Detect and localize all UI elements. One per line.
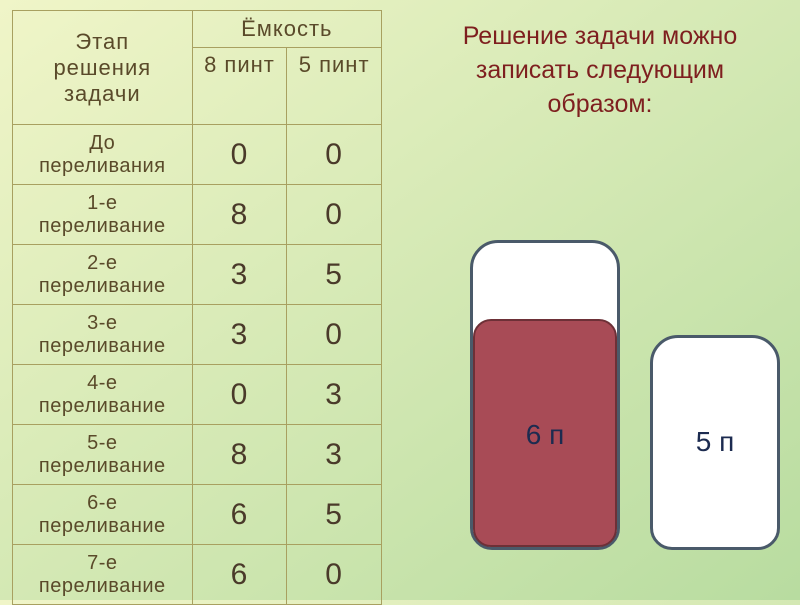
table-row: 3-епереливание30 xyxy=(13,305,382,365)
header-8pint-text: 8 пинт xyxy=(204,52,275,77)
table-panel: Этапрешениязадачи Ёмкость 8 пинт 5 пинт … xyxy=(0,0,400,600)
value-5pint: 5 xyxy=(287,245,382,305)
value-5pint: 0 xyxy=(287,545,382,605)
vessel-5pint: 5 п xyxy=(650,335,780,550)
vessel-8pint-label: 6 п xyxy=(473,419,617,451)
value-5pint: 3 xyxy=(287,365,382,425)
value-5pint: 0 xyxy=(287,125,382,185)
pouring-table: Этапрешениязадачи Ёмкость 8 пинт 5 пинт … xyxy=(12,10,382,605)
vessel-5pint-label: 5 п xyxy=(653,426,777,458)
value-8pint: 0 xyxy=(192,125,287,185)
header-capacity-text: Ёмкость xyxy=(241,16,332,41)
table-row: 6-епереливание65 xyxy=(13,485,382,545)
value-5pint: 0 xyxy=(287,185,382,245)
stage-cell: 6-епереливание xyxy=(13,485,193,545)
value-5pint: 3 xyxy=(287,425,382,485)
stage-cell: 5-епереливание xyxy=(13,425,193,485)
stage-cell: 4-епереливание xyxy=(13,365,193,425)
table-row: 7-епереливание60 xyxy=(13,545,382,605)
value-8pint: 8 xyxy=(192,425,287,485)
vessels-diagram: 6 п 5 п xyxy=(450,240,780,560)
vessel-8pint: 6 п xyxy=(470,240,620,550)
header-5pint-text: 5 пинт xyxy=(299,52,370,77)
value-8pint: 3 xyxy=(192,305,287,365)
stage-cell: 3-епереливание xyxy=(13,305,193,365)
header-stage-text: Этапрешениязадачи xyxy=(53,29,151,106)
diagram-panel: Решение задачи можно записать следующим … xyxy=(400,0,800,600)
value-5pint: 5 xyxy=(287,485,382,545)
value-5pint: 0 xyxy=(287,305,382,365)
stage-cell: Допереливания xyxy=(13,125,193,185)
table-row: 5-епереливание83 xyxy=(13,425,382,485)
table-row: 2-епереливание35 xyxy=(13,245,382,305)
table-row: Допереливания00 xyxy=(13,125,382,185)
header-stage: Этапрешениязадачи xyxy=(13,11,193,125)
value-8pint: 3 xyxy=(192,245,287,305)
stage-cell: 7-епереливание xyxy=(13,545,193,605)
value-8pint: 6 xyxy=(192,545,287,605)
table-row: 1-епереливание80 xyxy=(13,185,382,245)
header-5pint: 5 пинт xyxy=(287,47,382,124)
header-8pint: 8 пинт xyxy=(192,47,287,124)
stage-cell: 1-епереливание xyxy=(13,185,193,245)
stage-cell: 2-епереливание xyxy=(13,245,193,305)
value-8pint: 6 xyxy=(192,485,287,545)
header-capacity: Ёмкость xyxy=(192,11,381,48)
value-8pint: 8 xyxy=(192,185,287,245)
heading: Решение задачи можно записать следующим … xyxy=(420,20,780,121)
table-row: 4-епереливание03 xyxy=(13,365,382,425)
layout: Этапрешениязадачи Ёмкость 8 пинт 5 пинт … xyxy=(0,0,800,600)
value-8pint: 0 xyxy=(192,365,287,425)
